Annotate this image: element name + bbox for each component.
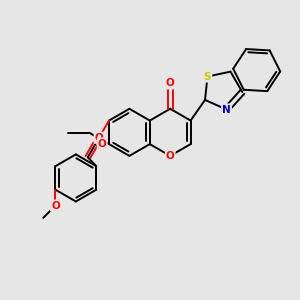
Text: O: O: [51, 201, 60, 211]
Text: S: S: [204, 71, 211, 82]
Text: O: O: [166, 151, 175, 161]
Text: O: O: [95, 133, 103, 143]
Text: O: O: [98, 139, 106, 148]
Text: O: O: [166, 78, 175, 88]
Text: N: N: [222, 104, 231, 115]
